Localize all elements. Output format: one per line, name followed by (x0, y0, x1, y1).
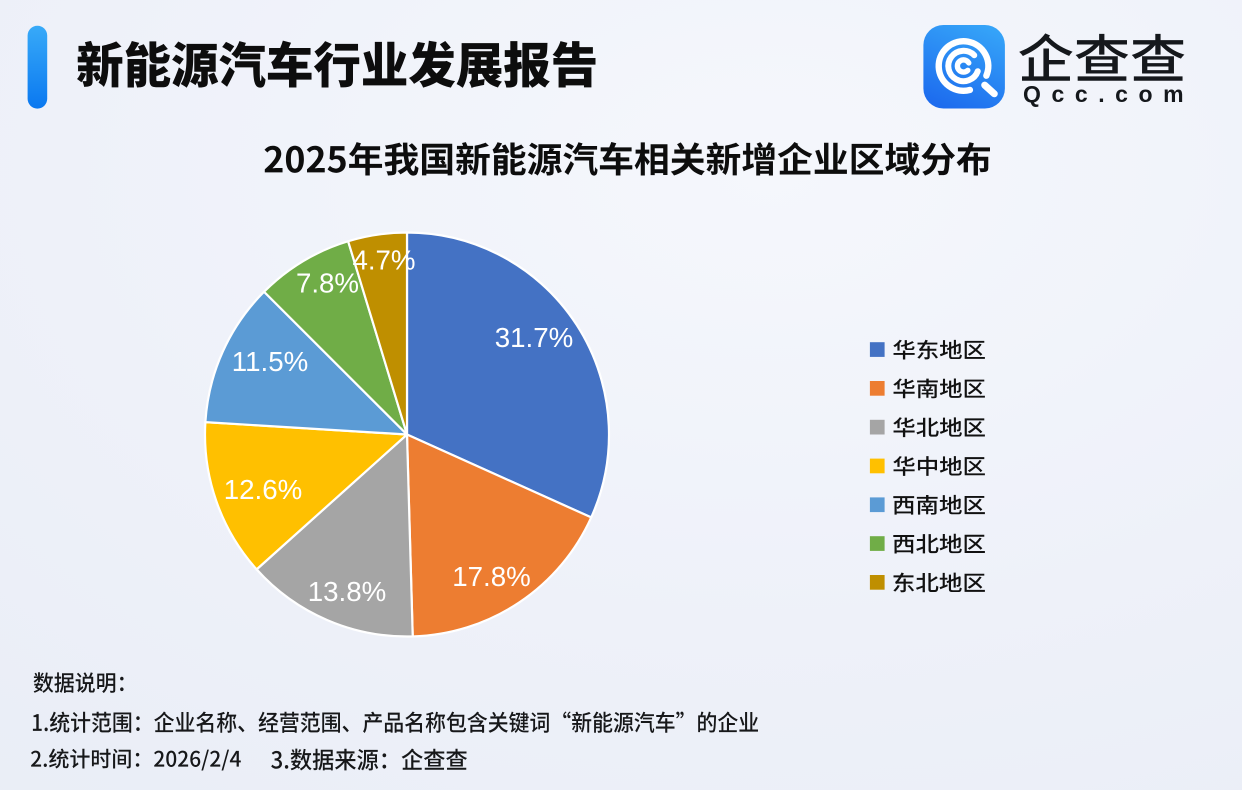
svg-text:12.6%: 12.6% (224, 474, 303, 505)
svg-text:17.8%: 17.8% (452, 561, 531, 592)
svg-text:13.8%: 13.8% (308, 576, 387, 607)
svg-text:4.7%: 4.7% (352, 244, 415, 275)
svg-text:11.5%: 11.5% (232, 346, 308, 377)
svg-text:31.7%: 31.7% (495, 322, 574, 353)
svg-text:7.8%: 7.8% (296, 267, 359, 298)
